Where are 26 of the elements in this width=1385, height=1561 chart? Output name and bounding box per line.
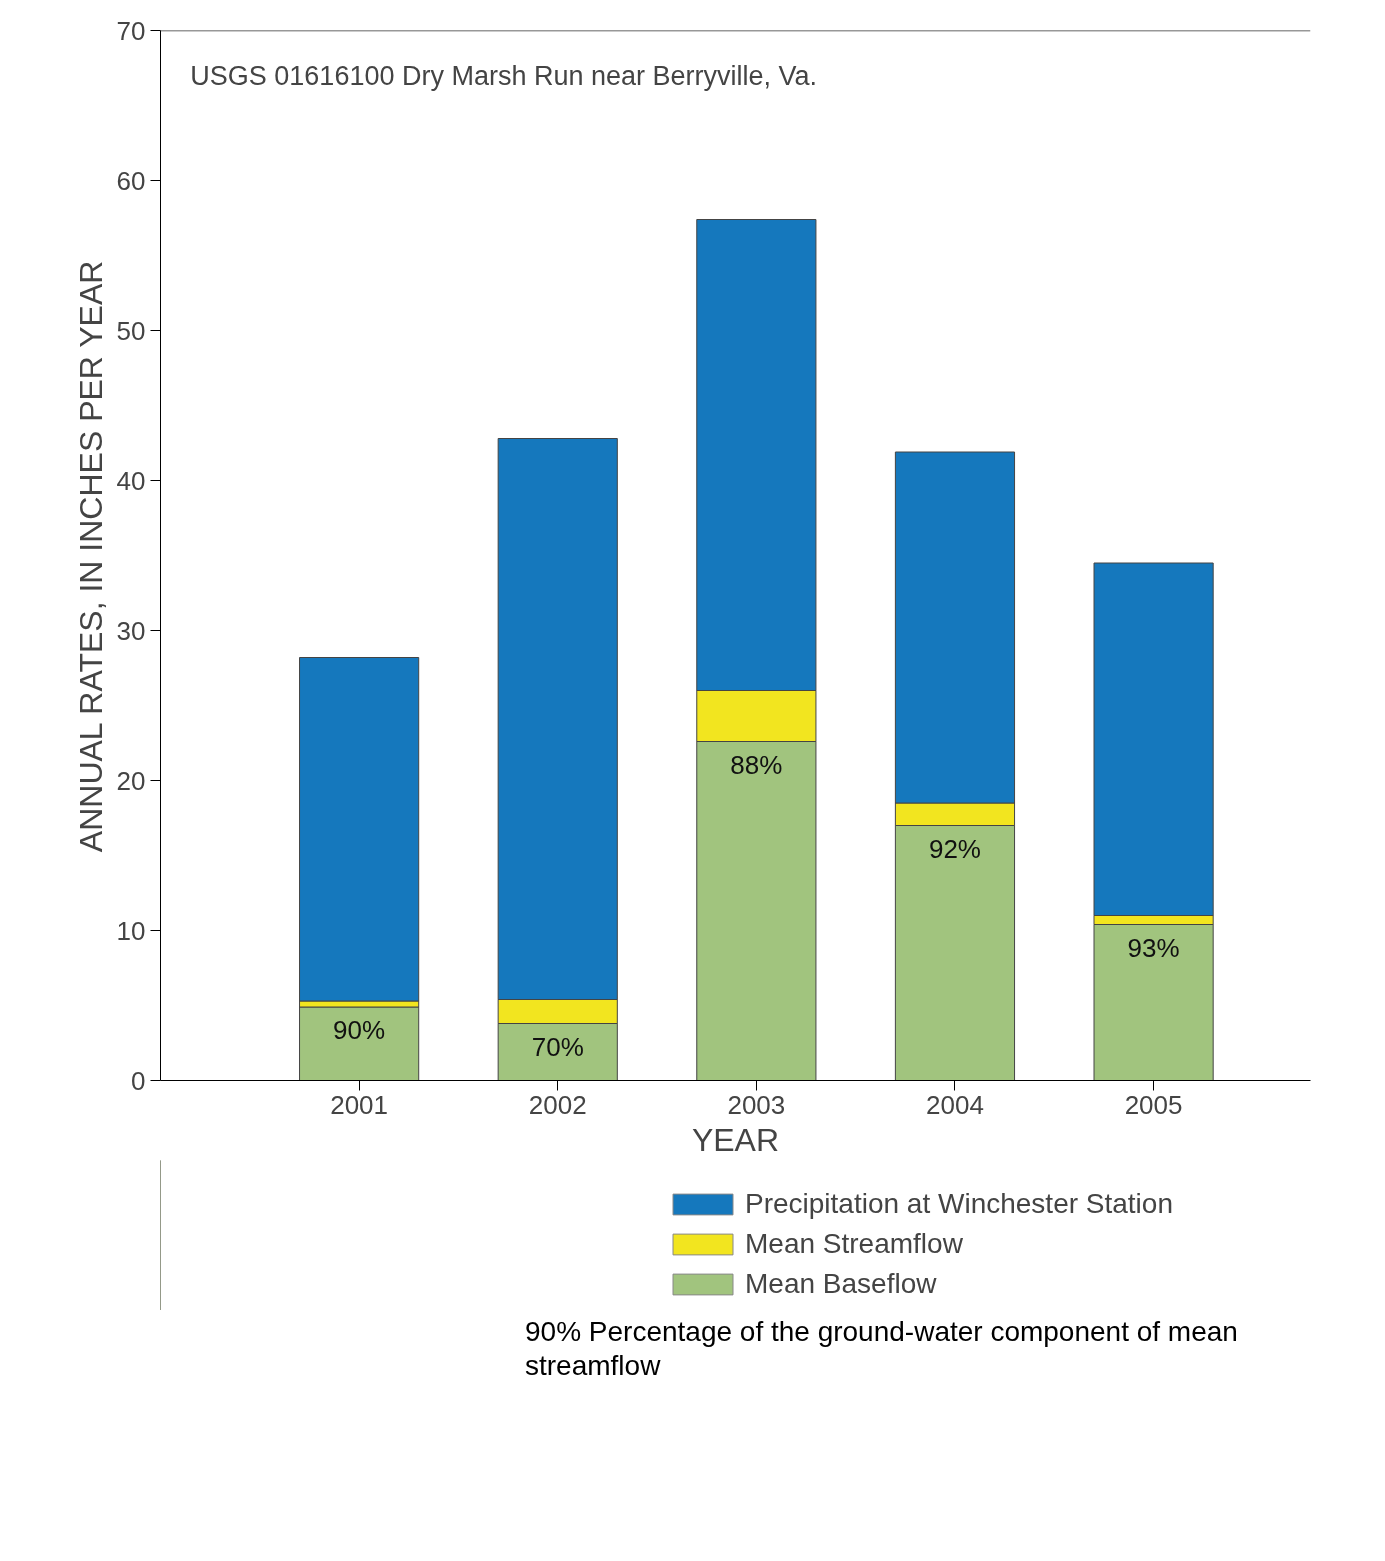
x-tick-label: 2002 [528, 1089, 587, 1120]
text: 90% Percentage of the ground-water component of mean streamflow [525, 1315, 1239, 1383]
legend-label: Mean Baseflow [745, 1268, 937, 1300]
y-tick-label: 0 [131, 1065, 146, 1096]
y-tick-label: 50 [116, 315, 146, 346]
text: USGS 01616100 Dry Marsh Run near Berryville, Va. [190, 60, 818, 91]
x-tick-label: 2004 [926, 1089, 984, 1120]
y-tick-label: 70 [116, 15, 146, 46]
y-tick-label: 30 [116, 615, 146, 646]
y-axis-title: ANNUAL RATES, IN INCHES PER YEAR [72, 260, 109, 853]
x-tick-label: 2001 [330, 1089, 389, 1120]
y-tick-label: 40 [116, 465, 146, 496]
annotation: 70% [531, 1031, 584, 1062]
annotation: 88% [730, 749, 783, 780]
x-tick-label: 2003 [727, 1089, 786, 1120]
legend-label: Precipitation at Winchester Station [745, 1188, 1173, 1220]
y-tick-label: 20 [116, 765, 146, 796]
x-tick-label: 2005 [1124, 1089, 1183, 1120]
annotation: 93% [1127, 932, 1180, 963]
legend-label: Mean Streamflow [745, 1228, 963, 1260]
annotation: 92% [928, 833, 981, 864]
y-tick-label: 10 [116, 915, 146, 946]
annotation: 90% [333, 1015, 386, 1045]
x-axis-title: YEAR [691, 1121, 780, 1158]
y-tick-label: 60 [116, 165, 146, 196]
bar [299, 1006, 420, 1081]
